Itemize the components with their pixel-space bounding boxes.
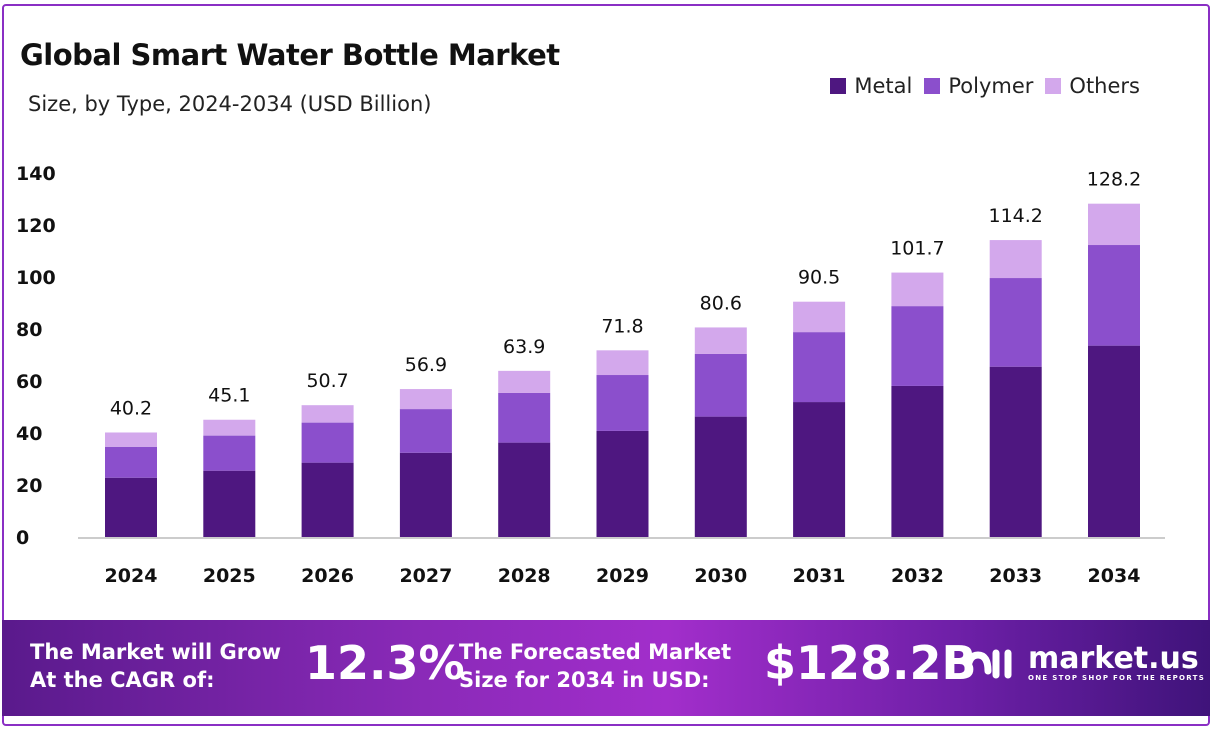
bar-segment-polymer	[694, 353, 747, 417]
bar-segment-others	[596, 350, 649, 376]
x-tick-label: 2030	[694, 565, 747, 587]
x-tick-label: 2028	[498, 565, 551, 587]
bar-segment-others	[793, 301, 846, 333]
bar-segment-metal	[793, 402, 846, 537]
bar-segment-polymer	[203, 435, 256, 471]
logo-mark-icon	[964, 649, 1012, 679]
bar-segment-others	[105, 432, 157, 447]
legend-swatch-metal	[830, 78, 847, 94]
x-tick-label: 2032	[891, 565, 944, 587]
total-data-label: 63.9	[503, 336, 545, 358]
y-tick-label: 40	[16, 423, 42, 445]
bar-segment-metal	[989, 366, 1042, 537]
bar-segment-polymer	[399, 409, 452, 453]
chart-title: Global Smart Water Bottle Market	[20, 38, 560, 72]
bar-segment-others	[694, 327, 747, 354]
total-data-label: 71.8	[601, 315, 643, 337]
y-tick-label: 100	[16, 267, 56, 289]
logo-text: market.us	[1028, 641, 1199, 676]
legend-swatch-others	[1045, 78, 1062, 94]
bar-segment-others	[399, 389, 452, 410]
bar-segment-others	[891, 272, 944, 307]
total-data-label: 40.2	[110, 397, 152, 419]
bar-segment-others	[1088, 203, 1140, 246]
x-tick-label: 2031	[793, 565, 846, 587]
bar-segment-metal	[498, 442, 551, 537]
legend-item-polymer: Polymer	[924, 74, 1033, 98]
total-data-label: 56.9	[405, 354, 447, 376]
bar-segment-polymer	[498, 392, 551, 443]
bar-segment-metal	[596, 430, 649, 537]
bar-segment-polymer	[989, 278, 1042, 367]
total-data-label: 90.5	[798, 267, 840, 289]
total-data-label: 101.7	[890, 238, 944, 260]
bar-segment-metal	[203, 470, 256, 537]
bar-segment-polymer	[793, 332, 846, 403]
y-tick-label: 120	[16, 215, 56, 237]
bar-segment-polymer	[301, 422, 354, 463]
legend-item-metal: Metal	[830, 74, 912, 98]
bar-segment-others	[301, 405, 354, 423]
bar-segment-others	[989, 240, 1042, 279]
market-us-logo: market.us ONE STOP SHOP FOR THE REPORTS	[962, 644, 1205, 682]
y-tick-label: 140	[16, 163, 56, 185]
x-tick-label: 2026	[301, 565, 354, 587]
y-tick-label: 60	[16, 371, 42, 393]
bar-segment-metal	[891, 385, 944, 537]
x-tick-label: 2029	[596, 565, 649, 587]
legend-label: Metal	[854, 74, 913, 98]
x-tick-label: 2025	[203, 565, 256, 587]
bar-segment-metal	[694, 416, 747, 537]
y-tick-label: 0	[16, 527, 29, 549]
total-data-label: 45.1	[208, 385, 250, 407]
chart-frame	[2, 4, 1210, 726]
x-tick-label: 2034	[1088, 565, 1141, 587]
cagr-label: The Market will Grow At the CAGR of:	[30, 640, 281, 692]
bar-segment-metal	[105, 477, 157, 537]
bar-segment-metal	[1088, 345, 1140, 537]
legend-label: Polymer	[948, 74, 1034, 98]
total-data-label: 80.6	[700, 292, 742, 314]
legend-item-others: Others	[1045, 74, 1140, 98]
summary-banner: The Market will Grow At the CAGR of: 12.3…	[2, 620, 1210, 716]
x-tick-label: 2024	[105, 565, 158, 587]
total-data-label: 114.2	[988, 205, 1042, 227]
bar-segment-others	[498, 370, 551, 393]
cagr-value: 12.3%	[305, 636, 465, 690]
legend-label: Others	[1069, 74, 1140, 98]
legend: Metal Polymer Others	[830, 74, 1140, 98]
x-tick-label: 2033	[989, 565, 1042, 587]
chart-subtitle: Size, by Type, 2024-2034 (USD Billion)	[28, 92, 432, 116]
y-tick-label: 80	[16, 319, 42, 341]
total-data-label: 128.2	[1087, 169, 1141, 191]
forecast-value: $128.2B	[764, 636, 977, 690]
x-tick-label: 2027	[399, 565, 452, 587]
bar-chart: 0 20 40 60 80 100 120 140 40.2 2024 45.1 2025 50.7 20…	[16, 163, 1165, 587]
bar-segment-polymer	[1088, 245, 1140, 346]
bar-segment-others	[203, 419, 256, 436]
bar-segment-polymer	[105, 446, 157, 478]
legend-swatch-polymer	[924, 78, 941, 94]
total-data-label: 50.7	[306, 370, 348, 392]
logo-tagline: ONE STOP SHOP FOR THE REPORTS	[1028, 674, 1206, 682]
bar-segment-polymer	[596, 375, 649, 431]
bar-segment-metal	[399, 452, 452, 537]
forecast-label: The Forecasted Market Size for 2034 in US…	[459, 640, 732, 692]
y-tick-label: 20	[16, 475, 42, 497]
bar-segment-metal	[301, 462, 354, 537]
bar-segment-polymer	[891, 306, 944, 386]
